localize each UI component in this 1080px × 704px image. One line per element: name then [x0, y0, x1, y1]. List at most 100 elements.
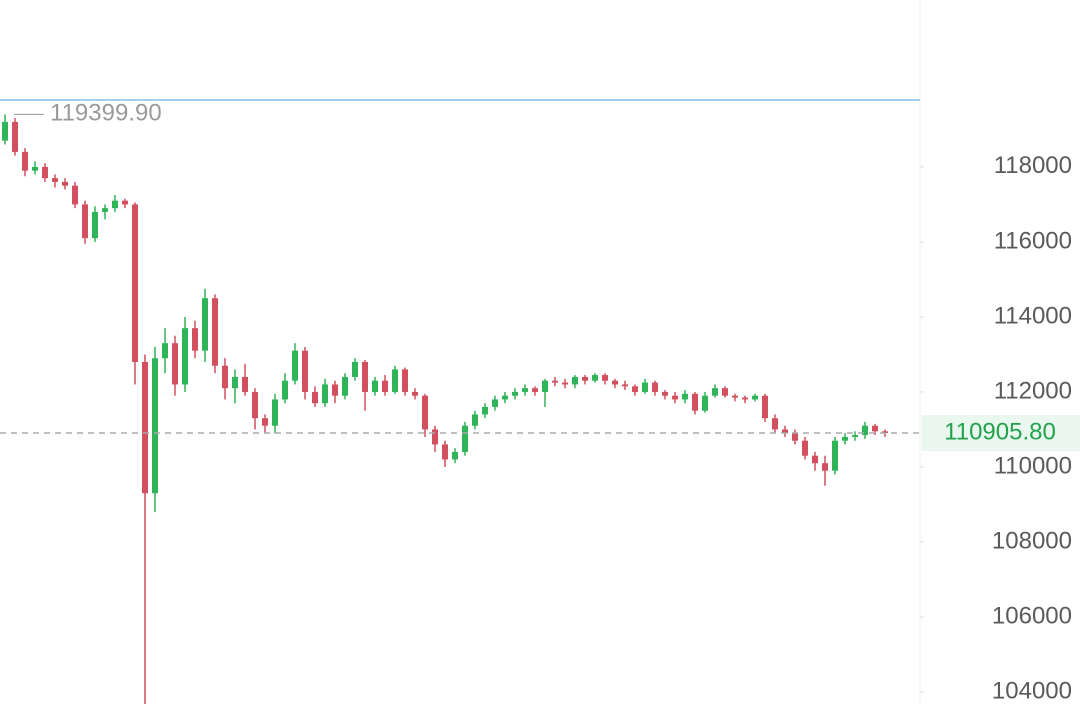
candle-body	[262, 418, 268, 426]
candle-body	[772, 418, 778, 430]
candle-body	[602, 375, 608, 381]
candle-body	[742, 397, 748, 400]
candle-body	[122, 200, 128, 205]
candle-body	[862, 425, 868, 436]
candle-body	[32, 166, 38, 171]
candle-body	[882, 431, 888, 433]
candle-body	[782, 429, 788, 434]
candle-body	[42, 166, 48, 179]
candle-body	[102, 208, 108, 212]
candle-body	[532, 388, 538, 392]
candle-body	[292, 350, 298, 381]
candle-body	[232, 376, 238, 389]
candle-body	[842, 436, 848, 441]
candle-body	[322, 384, 328, 404]
candle-body	[222, 365, 228, 389]
candle-body	[562, 382, 568, 385]
candle-body	[722, 388, 728, 396]
candle-body	[502, 395, 508, 400]
candle-body	[132, 204, 138, 362]
candle-body	[672, 395, 678, 400]
candle-body	[472, 414, 478, 426]
candle-body	[392, 369, 398, 392]
candle-body	[252, 391, 258, 419]
candle-body	[642, 382, 648, 392]
candle-body	[482, 406, 488, 415]
candle-body	[62, 181, 68, 186]
candle-body	[192, 328, 198, 351]
candle-body	[592, 375, 598, 381]
high-marker-label: 119399.90	[50, 100, 162, 127]
y-tick-label: 104000	[992, 677, 1072, 704]
candle-body	[522, 388, 528, 392]
candle-body	[382, 380, 388, 392]
candle-body	[242, 376, 248, 392]
candle-body	[312, 391, 318, 404]
candle-body	[202, 298, 208, 351]
last-price-bg	[922, 414, 1080, 451]
candle-body	[552, 380, 558, 383]
candle-body	[352, 361, 358, 377]
candle-body	[852, 435, 858, 437]
candle-body	[402, 369, 408, 392]
candle-body	[112, 200, 118, 209]
candle-body	[172, 343, 178, 385]
candle-body	[462, 425, 468, 452]
candle-body	[582, 376, 588, 381]
candle-body	[272, 399, 278, 426]
candle-body	[752, 395, 758, 400]
candle-body	[432, 429, 438, 445]
candle-body	[452, 451, 458, 460]
candle-body	[712, 388, 718, 396]
candle-body	[82, 204, 88, 239]
candle-body	[282, 380, 288, 400]
candle-body	[682, 393, 688, 400]
candle-body	[332, 384, 338, 396]
y-tick-label: 118000	[994, 152, 1072, 179]
candle-body	[302, 350, 308, 392]
candle-body	[632, 386, 638, 392]
candle-body	[212, 298, 218, 366]
candle-body	[52, 178, 58, 182]
candle-body	[802, 440, 808, 456]
candle-body	[162, 343, 168, 359]
candle-body	[142, 361, 148, 494]
candle-body	[542, 380, 548, 392]
candle-body	[412, 391, 418, 396]
candle-body	[442, 444, 448, 460]
candle-body	[792, 433, 798, 441]
candle-body	[492, 399, 498, 407]
candle-body	[372, 380, 378, 392]
last-price-label: 110905.80	[944, 418, 1056, 445]
candle-body	[732, 395, 738, 398]
candle-body	[702, 395, 708, 411]
candle-body	[822, 463, 828, 471]
y-tick-label: 112000	[994, 377, 1072, 404]
candle-body	[662, 391, 668, 396]
candle-body	[422, 395, 428, 430]
candle-body	[622, 384, 628, 387]
candle-body	[832, 440, 838, 471]
y-tick-label: 110000	[994, 452, 1072, 479]
candle-body	[512, 391, 518, 396]
candle-body	[572, 376, 578, 385]
candle-body	[2, 121, 8, 141]
candle-body	[872, 425, 878, 432]
candle-body	[182, 328, 188, 385]
candle-body	[92, 211, 98, 239]
candle-body	[152, 358, 158, 494]
candle-body	[692, 393, 698, 411]
candle-body	[362, 361, 368, 392]
candle-body	[22, 151, 28, 171]
y-tick-label: 108000	[992, 527, 1072, 554]
candle-body	[762, 395, 768, 419]
y-tick-label: 114000	[994, 302, 1072, 329]
candle-body	[812, 455, 818, 464]
candle-body	[612, 380, 618, 385]
candle-body	[652, 382, 658, 392]
y-tick-label: 116000	[994, 227, 1072, 254]
y-tick-label: 106000	[992, 602, 1072, 629]
candle-body	[342, 376, 348, 396]
